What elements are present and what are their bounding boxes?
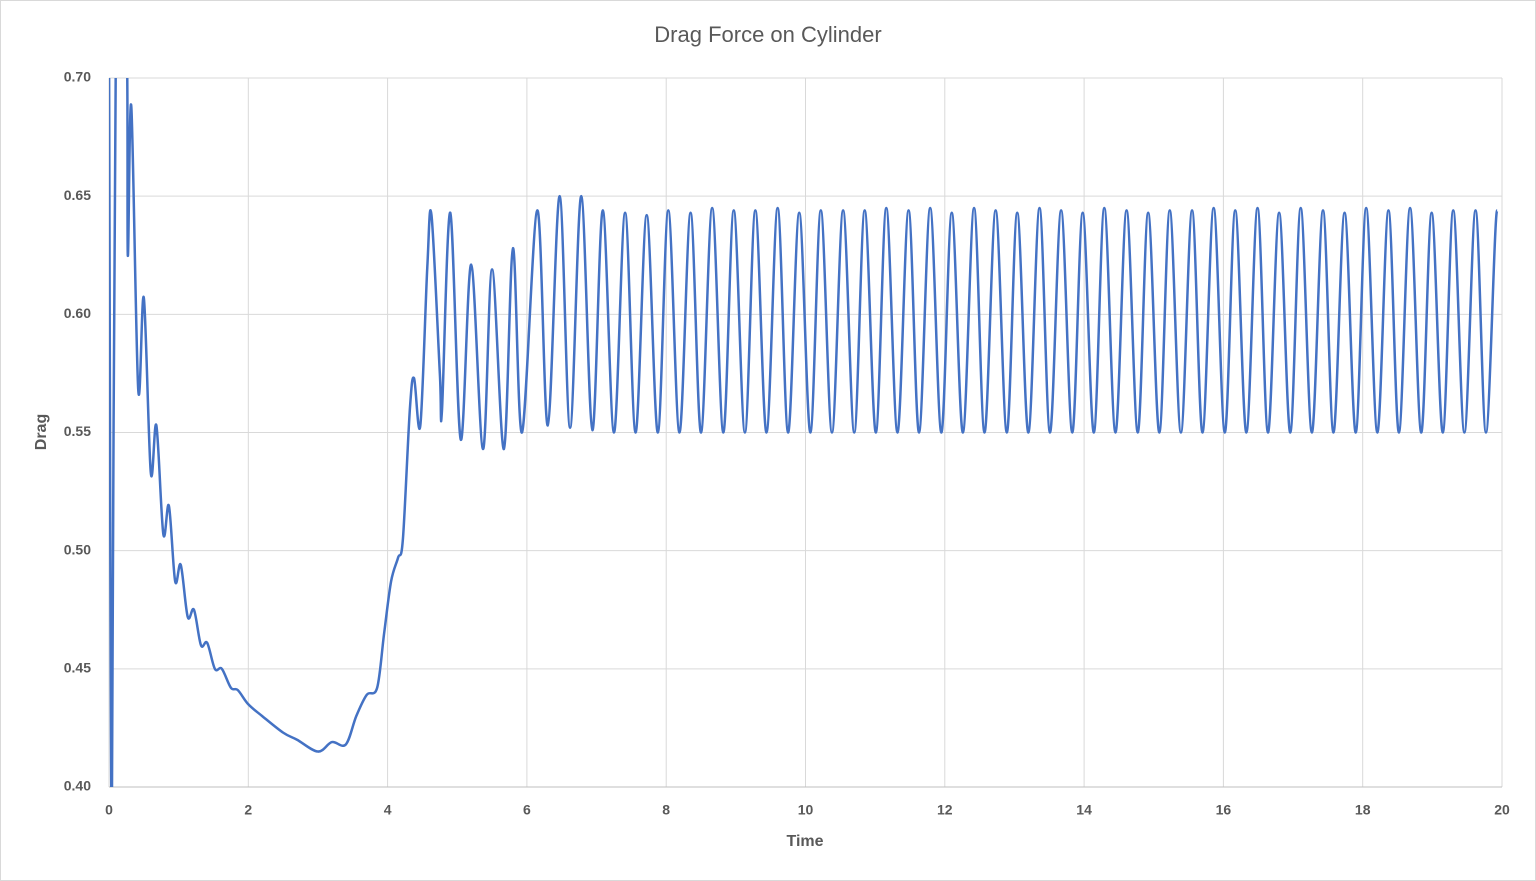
y-tick-label: 0.70: [64, 69, 91, 85]
x-tick-label: 16: [1216, 802, 1232, 818]
x-tick-label: 0: [105, 802, 113, 818]
x-tick-label: 8: [662, 802, 670, 818]
x-tick-label: 4: [384, 802, 392, 818]
y-tick-label: 0.50: [64, 541, 91, 557]
y-tick-label: 0.45: [64, 660, 91, 676]
y-tick-label: 0.65: [64, 187, 91, 203]
x-tick-label: 14: [1076, 802, 1092, 818]
x-tick-label: 18: [1355, 802, 1371, 818]
data-line: [109, 78, 1499, 787]
y-tick-label: 0.55: [64, 423, 91, 439]
x-tick-label: 20: [1494, 802, 1510, 818]
x-axis-label: Time: [786, 833, 823, 850]
y-axis-label: Drag: [33, 414, 50, 450]
y-tick-label: 0.60: [64, 305, 91, 321]
y-tick-label: 0.40: [64, 778, 91, 794]
x-tick-label: 12: [937, 802, 953, 818]
chart-title: Drag Force on Cylinder: [654, 22, 881, 47]
x-tick-label: 2: [244, 802, 252, 818]
x-tick-label: 10: [798, 802, 814, 818]
x-tick-label: 6: [523, 802, 531, 818]
